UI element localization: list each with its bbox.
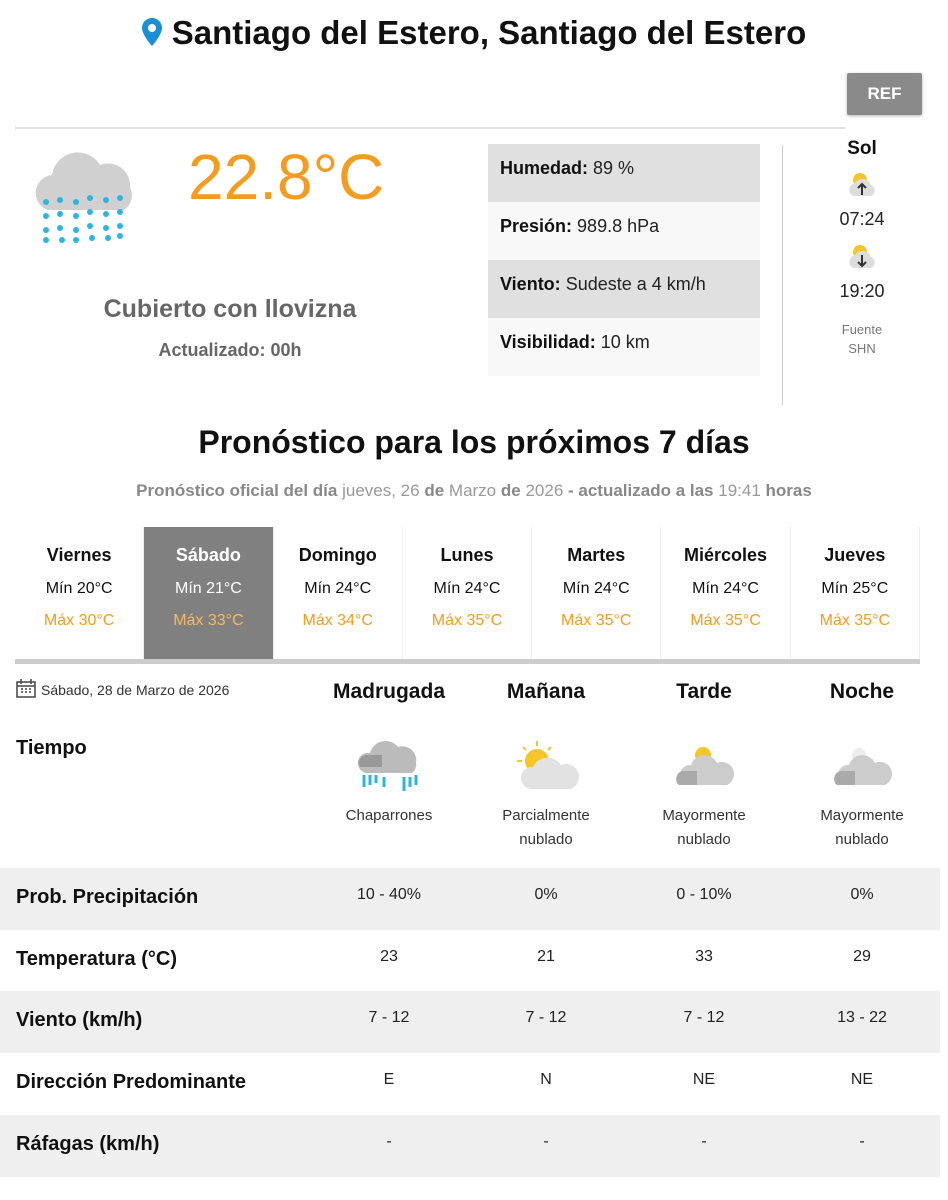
forecast-title: Pronóstico para los próximos 7 días bbox=[198, 424, 750, 460]
weather-tarde: Mayormente nublado bbox=[629, 737, 779, 852]
weather-madrugada: Chaparrones bbox=[314, 737, 464, 828]
selected-date: Sábado, 28 de Marzo de 2026 bbox=[16, 678, 229, 701]
ref-button[interactable]: REF bbox=[847, 73, 922, 115]
row-direction: Dirección Predominante E N NE NE bbox=[16, 1071, 874, 1093]
detail-wind: Viento: Sudeste a 4 km/h bbox=[488, 260, 760, 318]
period-noche: Noche bbox=[829, 680, 895, 703]
row-gusts: Ráfagas (km/h) - - - - bbox=[0, 1115, 940, 1177]
sunrise-icon bbox=[822, 168, 902, 205]
location-title: Santiago del Estero, Santiago del Estero bbox=[0, 14, 948, 54]
weather-manana: Parcialmente nublado bbox=[471, 737, 621, 852]
sun-title: Sol bbox=[847, 138, 877, 159]
tiempo-label: Tiempo bbox=[16, 737, 87, 759]
sun-panel: Sol 07:24 19:20 Fuente SHN bbox=[822, 138, 902, 358]
detail-pressure: Presión: 989.8 hPa bbox=[488, 202, 760, 260]
row-wind: Viento (km/h) 7 - 12 7 - 12 7 - 12 13 - 22 bbox=[0, 991, 940, 1053]
day-tabs: Viernes Mín 20°C Máx 30°C Sábado Mín 21°C Má… bbox=[15, 527, 920, 664]
source-label: Fuente bbox=[841, 322, 883, 337]
row-precipitation: Prob. Precipitación 10 - 40% 0% 0 - 10% 0% bbox=[0, 868, 940, 930]
sunset-time: 19:20 bbox=[839, 281, 885, 301]
tab-viernes[interactable]: Viernes Mín 20°C Máx 30°C bbox=[15, 527, 145, 659]
current-description: Cubierto con llovizna bbox=[103, 295, 357, 323]
source-value: SHN bbox=[848, 341, 876, 356]
current-details: Humedad: 89 % Presión: 989.8 hPa Viento:… bbox=[488, 144, 760, 376]
weather-noche: Mayormente nublado bbox=[787, 737, 937, 852]
tab-jueves[interactable]: Jueves Mín 25°C Máx 35°C bbox=[791, 527, 920, 659]
divider bbox=[782, 145, 783, 405]
tab-domingo[interactable]: Domingo Mín 24°C Máx 34°C bbox=[274, 527, 403, 659]
partly-cloudy-icon bbox=[471, 737, 621, 798]
tab-sabado[interactable]: Sábado Mín 21°C Máx 33°C bbox=[144, 527, 274, 659]
updated-time: Actualizado: 00h bbox=[158, 340, 302, 360]
detail-humidity: Humedad: 89 % bbox=[488, 144, 760, 202]
calendar-icon bbox=[16, 678, 36, 701]
forecast-subtitle: Pronóstico oficial del día jueves, 26 de… bbox=[136, 481, 812, 500]
detail-visibility: Visibilidad: 10 km bbox=[488, 318, 760, 376]
current-temperature: 22.8°C bbox=[188, 141, 385, 213]
mostly-cloudy-day-icon bbox=[629, 737, 779, 798]
date-text: Sábado, 28 de Marzo de 2026 bbox=[41, 681, 230, 698]
showers-icon bbox=[314, 737, 464, 798]
period-madrugada: Madrugada bbox=[332, 680, 445, 703]
map-pin-icon bbox=[141, 16, 162, 54]
mostly-cloudy-night-icon bbox=[787, 737, 937, 798]
sunset-icon bbox=[822, 240, 902, 277]
location-name: Santiago del Estero, Santiago del Estero bbox=[171, 14, 807, 51]
period-manana: Mañana bbox=[506, 680, 586, 703]
divider bbox=[15, 127, 845, 129]
row-temperature: Temperatura (°C) 23 21 33 29 bbox=[16, 948, 871, 970]
tab-martes[interactable]: Martes Mín 24°C Máx 35°C bbox=[532, 527, 662, 659]
drizzle-cloud-icon bbox=[28, 140, 140, 250]
tab-miercoles[interactable]: Miércoles Mín 24°C Máx 35°C bbox=[661, 527, 791, 659]
sunrise-time: 07:24 bbox=[839, 209, 885, 229]
tab-lunes[interactable]: Lunes Mín 24°C Máx 35°C bbox=[403, 527, 533, 659]
period-tarde: Tarde bbox=[676, 680, 732, 703]
